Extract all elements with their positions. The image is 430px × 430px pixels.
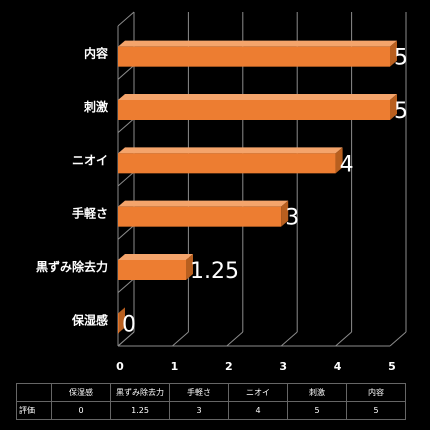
data-table-corner: [16, 383, 52, 402]
bar-top: [118, 254, 193, 260]
data-label: 1.25: [190, 259, 239, 284]
bar: [118, 206, 282, 227]
data-table-header: 手軽さ: [169, 383, 229, 402]
category-label: 保湿感: [71, 312, 108, 327]
x-tick-label: 3: [279, 360, 287, 373]
data-table-cell: 5: [346, 401, 406, 420]
data-label: 0: [122, 312, 136, 337]
bar-chart: 0 1 2 3 4 5 保湿感 0 黒ずみ除去力 1.25 手軽さ 3 ニオイ 4 刺激 5 内容 5: [36, 11, 408, 373]
gridline-wall: [117, 118, 135, 134]
data-table-header: 保湿感: [51, 383, 111, 402]
bar-chart-svg: 0 1 2 3 4 5 保湿感 0 黒ずみ除去力 1.25 手軽さ 3 ニオイ 4 刺激 5 内容 5: [36, 11, 408, 373]
data-table-row-label: 評価: [16, 401, 52, 420]
bar-top: [118, 94, 397, 100]
bar-end: [390, 40, 397, 67]
category-label: 黒ずみ除去力: [36, 259, 108, 274]
x-tick-label: 1: [171, 360, 179, 373]
x-tick-label: 2: [225, 360, 233, 373]
x-tick-label: 4: [334, 360, 342, 373]
bar: [118, 260, 186, 280]
gridline-wall: [117, 11, 135, 27]
bar-top: [118, 147, 343, 154]
category-label: ニオイ: [72, 153, 108, 167]
data-table-header: 黒ずみ除去力: [110, 383, 170, 402]
bar-end: [186, 254, 193, 280]
data-table-header-row: 保湿感 黒ずみ除去力 手軽さ ニオイ 刺激 内容: [16, 383, 406, 402]
gridline-floor: [280, 331, 298, 347]
data-label: 5: [394, 99, 408, 124]
gridline-floor: [226, 331, 244, 347]
data-table-cell: 3: [169, 401, 229, 420]
bar-end: [390, 94, 397, 120]
data-label: 3: [285, 206, 299, 231]
data-table-cell: 5: [287, 401, 347, 420]
gridline-wall: [117, 331, 135, 347]
bar: [118, 313, 119, 334]
x-tick-label: 0: [116, 360, 124, 373]
data-table-header: 刺激: [287, 383, 347, 402]
bar-top: [118, 40, 397, 47]
data-label: 5: [394, 46, 408, 71]
category-label: 刺激: [83, 99, 108, 114]
data-table-header: 内容: [346, 383, 406, 402]
bar-end: [281, 200, 289, 227]
data-table: 保湿感 黒ずみ除去力 手軽さ ニオイ 刺激 内容 評価 0 1.25 3 4 5…: [16, 383, 406, 420]
category-label: 手軽さ: [72, 206, 108, 221]
category-label: 内容: [84, 46, 108, 61]
data-table-cell: 0: [51, 401, 111, 420]
data-table-cell: 1.25: [110, 401, 170, 420]
gridline-wall: [117, 224, 135, 240]
gridline-wall: [117, 278, 135, 294]
x-tick-label: 5: [388, 360, 396, 373]
gridline-wall: [117, 171, 135, 187]
gridline-floor: [172, 331, 189, 347]
bar: [118, 46, 390, 67]
bar: [118, 153, 336, 174]
data-table-cell: 4: [228, 401, 288, 420]
data-label: 4: [340, 152, 354, 177]
gridline-floor: [335, 331, 352, 347]
data-table-value-row: 評価 0 1.25 3 4 5 5: [16, 401, 406, 420]
data-table-header: ニオイ: [228, 383, 288, 402]
bar-end: [118, 307, 125, 334]
bar-end: [335, 147, 343, 174]
bar: [118, 100, 390, 120]
gridline-floor: [389, 331, 407, 347]
bar-top: [118, 200, 289, 207]
gridline-wall: [117, 64, 135, 80]
